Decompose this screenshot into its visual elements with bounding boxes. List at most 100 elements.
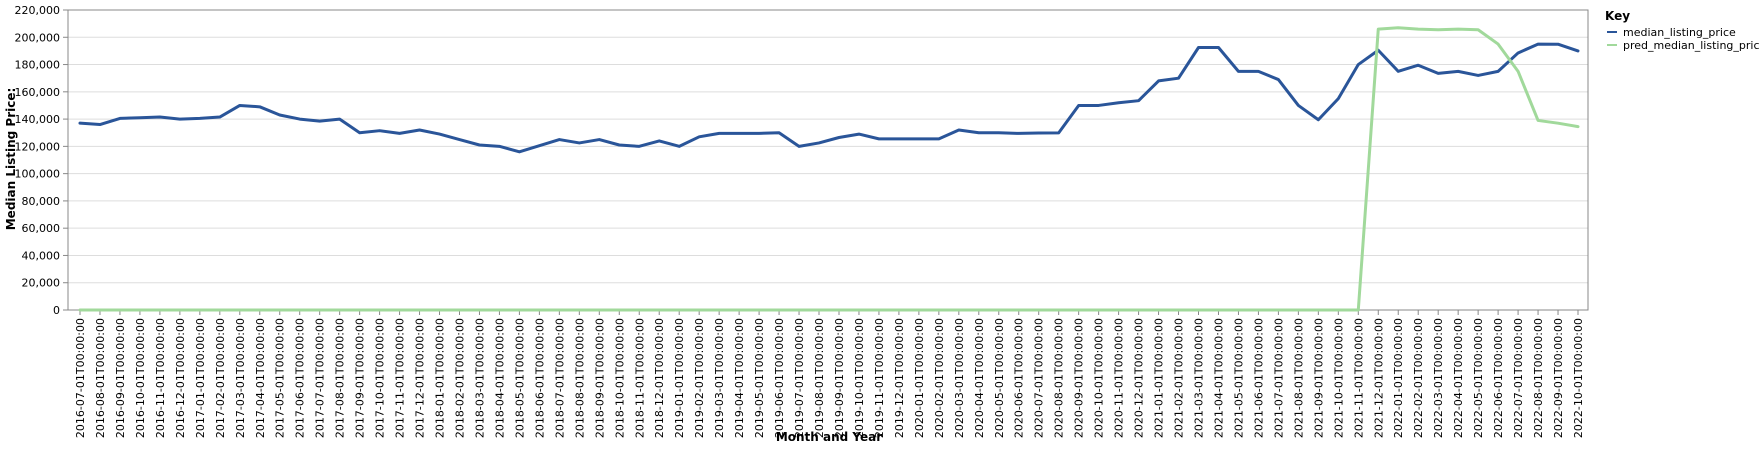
x-tick-label: 2019-01-01T00:00:00 [673, 318, 686, 438]
x-tick-label: 2019-07-01T00:00:00 [793, 318, 806, 438]
legend: Key median_listing_pricepred_median_list… [1605, 9, 1759, 52]
x-tick-label: 2021-10-01T00:00:00 [1332, 318, 1345, 438]
x-tick-label: 2017-01-01T00:00:00 [194, 318, 207, 438]
y-tick-label: 140,000 [15, 113, 61, 126]
y-tick-label: 100,000 [15, 168, 61, 181]
x-tick-label: 2021-05-01T00:00:00 [1232, 318, 1245, 438]
x-tick-label: 2016-07-01T00:00:00 [74, 318, 87, 438]
x-tick-label: 2019-09-01T00:00:00 [833, 318, 846, 438]
x-tick-label: 2021-02-01T00:00:00 [1173, 318, 1186, 438]
y-tick-label: 180,000 [15, 59, 61, 72]
x-tick-label: 2022-03-01T00:00:00 [1432, 318, 1445, 438]
x-axis-title: Month and Year [776, 430, 882, 444]
x-tick-label: 2016-09-01T00:00:00 [114, 318, 127, 438]
x-tick-label: 2020-11-01T00:00:00 [1113, 318, 1126, 438]
x-tick-label: 2018-09-01T00:00:00 [593, 318, 606, 438]
x-tick-label: 2016-10-01T00:00:00 [134, 318, 147, 438]
series-line-pred_median_listing_price [78, 26, 1580, 312]
legend-label-median_listing_price: median_listing_price [1623, 26, 1736, 39]
x-tick-label: 2022-01-01T00:00:00 [1392, 318, 1405, 438]
x-tick-label: 2017-02-01T00:00:00 [214, 318, 227, 438]
x-tick-label: 2018-03-01T00:00:00 [473, 318, 486, 438]
y-axis-title: Median Listing Price: [4, 88, 18, 231]
x-tick-label: 2020-08-01T00:00:00 [1053, 318, 1066, 438]
x-tick-label: 2016-08-01T00:00:00 [94, 318, 107, 438]
x-tick-label: 2017-08-01T00:00:00 [334, 318, 347, 438]
y-tick-label: 40,000 [22, 249, 61, 262]
x-tick-label: 2020-09-01T00:00:00 [1073, 318, 1086, 438]
x-tick-label: 2019-10-01T00:00:00 [853, 318, 866, 438]
x-tick-label: 2019-08-01T00:00:00 [813, 318, 826, 438]
legend-items: median_listing_pricepred_median_listing_… [1607, 26, 1759, 52]
x-tick-label: 2018-02-01T00:00:00 [453, 318, 466, 438]
x-tick-label: 2019-02-01T00:00:00 [693, 318, 706, 438]
series-line-median_listing_price [78, 42, 1580, 154]
y-tick-label: 120,000 [15, 140, 61, 153]
x-tick-label: 2018-06-01T00:00:00 [533, 318, 546, 438]
x-tick-label: 2022-07-01T00:00:00 [1512, 318, 1525, 438]
x-tick-label: 2021-03-01T00:00:00 [1193, 318, 1206, 438]
x-tick-label: 2021-06-01T00:00:00 [1252, 318, 1265, 438]
x-tick-label: 2018-04-01T00:00:00 [493, 318, 506, 438]
x-tick-label: 2021-12-01T00:00:00 [1372, 318, 1385, 438]
y-tick-label: 200,000 [15, 31, 61, 44]
x-tick-label: 2018-01-01T00:00:00 [434, 318, 447, 438]
legend-title: Key [1605, 9, 1630, 23]
x-tick-label: 2022-09-01T00:00:00 [1552, 318, 1565, 438]
x-tick-label: 2017-07-01T00:00:00 [314, 318, 327, 438]
x-tick-label: 2019-05-01T00:00:00 [753, 318, 766, 438]
x-tick-label: 2018-10-01T00:00:00 [613, 318, 626, 438]
x-tick-label: 2019-03-01T00:00:00 [713, 318, 726, 438]
x-tick-label: 2021-01-01T00:00:00 [1153, 318, 1166, 438]
x-tick-label: 2022-08-01T00:00:00 [1532, 318, 1545, 438]
x-tick-label: 2018-12-01T00:00:00 [653, 318, 666, 438]
x-tick-label: 2021-08-01T00:00:00 [1292, 318, 1305, 438]
x-tick-label: 2020-06-01T00:00:00 [1013, 318, 1026, 438]
x-tick-label: 2021-09-01T00:00:00 [1312, 318, 1325, 438]
x-tick-label: 2017-12-01T00:00:00 [414, 318, 427, 438]
x-tick-label: 2022-05-01T00:00:00 [1472, 318, 1485, 438]
series-lines [78, 26, 1580, 312]
x-tick-label: 2018-07-01T00:00:00 [553, 318, 566, 438]
x-tick-label: 2016-12-01T00:00:00 [174, 318, 187, 438]
legend-label-pred_median_listing_price: pred_median_listing_price [1623, 39, 1759, 52]
x-tick-label: 2020-02-01T00:00:00 [933, 318, 946, 438]
y-tick-label: 160,000 [15, 86, 61, 99]
axes: 0 20,000 40,000 60,000 80,000 100,000 120,000 1… [15, 4, 1589, 438]
x-tick-label: 2022-06-01T00:00:00 [1492, 318, 1505, 438]
x-tick-label: 2019-04-01T00:00:00 [733, 318, 746, 438]
x-tick-label: 2019-11-01T00:00:00 [873, 318, 886, 438]
x-tick-label: 2017-05-01T00:00:00 [274, 318, 287, 438]
y-tick-label: 0 [53, 304, 60, 317]
y-tick-label: 20,000 [22, 277, 61, 290]
x-tick-label: 2022-02-01T00:00:00 [1412, 318, 1425, 438]
x-tick-label: 2020-04-01T00:00:00 [973, 318, 986, 438]
x-tick-label: 2017-03-01T00:00:00 [234, 318, 247, 438]
x-tick-label: 2017-11-01T00:00:00 [394, 318, 407, 438]
y-tick-label: 60,000 [22, 222, 61, 235]
x-tick-label: 2018-08-01T00:00:00 [573, 318, 586, 438]
x-tick-label: 2022-04-01T00:00:00 [1452, 318, 1465, 438]
x-tick-label: 2018-11-01T00:00:00 [633, 318, 646, 438]
x-tick-label: 2018-05-01T00:00:00 [513, 318, 526, 438]
x-tick-label: 2020-07-01T00:00:00 [1033, 318, 1046, 438]
x-tick-label: 2019-06-01T00:00:00 [773, 318, 786, 438]
x-tick-label: 2021-04-01T00:00:00 [1212, 318, 1225, 438]
x-tick-label: 2022-10-01T00:00:00 [1572, 318, 1585, 438]
y-tick-label: 220,000 [15, 4, 61, 17]
x-tick-label: 2017-06-01T00:00:00 [294, 318, 307, 438]
x-tick-label: 2017-10-01T00:00:00 [374, 318, 387, 438]
x-tick-label: 2021-07-01T00:00:00 [1272, 318, 1285, 438]
x-tick-label: 2020-12-01T00:00:00 [1133, 318, 1146, 438]
x-tick-label: 2020-01-01T00:00:00 [913, 318, 926, 438]
x-tick-label: 2020-05-01T00:00:00 [993, 318, 1006, 438]
x-tick-label: 2017-09-01T00:00:00 [354, 318, 367, 438]
x-tick-label: 2020-03-01T00:00:00 [953, 318, 966, 438]
y-tick-label: 80,000 [22, 195, 61, 208]
x-tick-label: 2020-10-01T00:00:00 [1093, 318, 1106, 438]
x-tick-label: 2016-11-01T00:00:00 [154, 318, 167, 438]
x-tick-label: 2017-04-01T00:00:00 [254, 318, 267, 438]
x-tick-label: 2021-11-01T00:00:00 [1352, 318, 1365, 438]
